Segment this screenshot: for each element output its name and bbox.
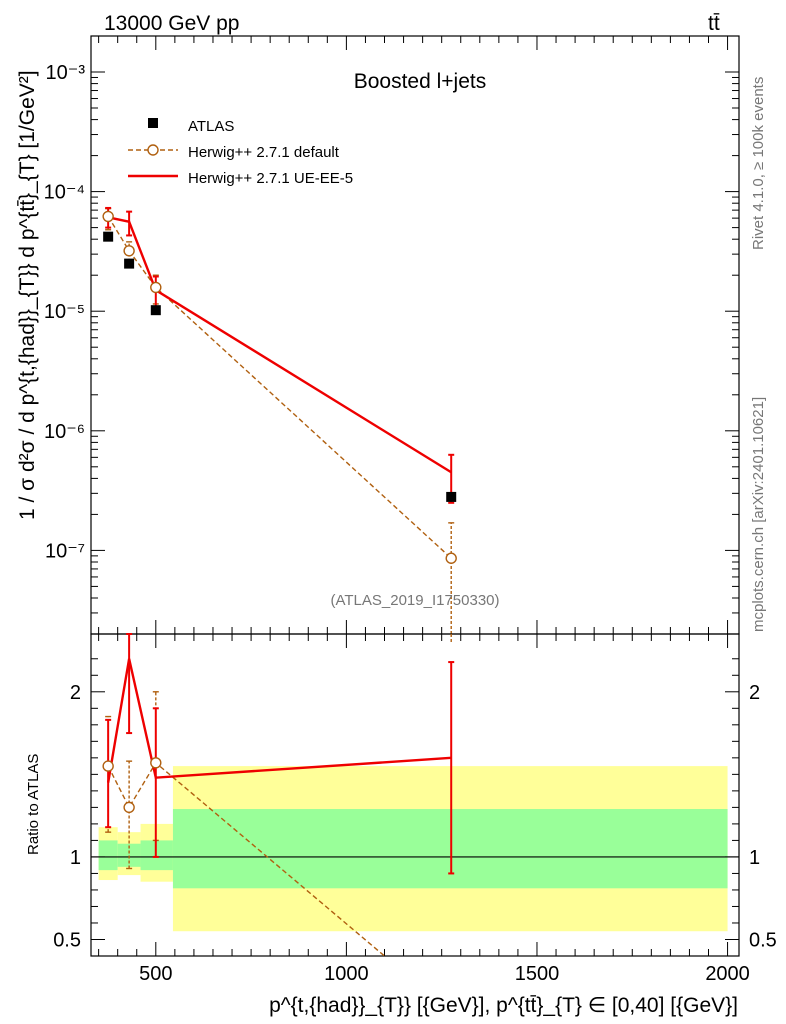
ratio-y-tick-label-right: 2	[749, 682, 760, 704]
ratio-herwig-default-point	[123, 801, 135, 814]
herwig-default-point	[102, 210, 114, 223]
legend-atlas-marker	[148, 118, 158, 128]
energy-label: 13000 GeV pp	[104, 12, 239, 35]
atlas-data-point	[150, 305, 161, 316]
x-tick-label: 500	[139, 963, 172, 985]
herwig-ueee5-line	[107, 216, 452, 474]
main-y-tick-label: 10⁻⁶	[44, 421, 85, 443]
legend-label: Herwig++ 2.7.1 default	[188, 144, 340, 161]
herwig-default-line	[107, 216, 452, 559]
main-panel: 10⁻⁷ 10⁻⁶ 10⁻⁵ 10⁻⁴ 10⁻³ Boosted l+jets (ATL…	[16, 35, 740, 635]
ratio-herwig-default-line	[107, 761, 385, 957]
main-y-tick-label: 10⁻⁵	[44, 301, 85, 323]
legend: ATLAS Herwig++ 2.7.1 default Herwig++ 2.7.…	[128, 118, 353, 187]
ratio-panel: 0.5 0.5 1 1 2 2 500 1000 1500 2000 Ratio to ATLAS…	[25, 633, 777, 1017]
atlas-data-point	[103, 231, 114, 242]
ratio-herwig-ueee5-line	[106, 658, 452, 783]
atlas-data-point	[124, 258, 135, 269]
ratio-y-tick-label-right: 1	[749, 847, 760, 869]
x-tick-label: 1000	[324, 963, 369, 985]
x-tick-label: 1500	[515, 963, 560, 985]
ratio-y-tick-label: 2	[70, 682, 81, 704]
atlas-data-point	[446, 491, 457, 502]
x-axis-label: p^{t,{had}}_{T}} [{GeV}], p^{tt̄}_{T} ∈ …	[269, 994, 738, 1017]
x-tick-label: 2000	[705, 963, 750, 985]
herwig-default-point	[123, 245, 135, 257]
legend-label: Herwig++ 2.7.1 UE-EE-5	[188, 170, 353, 187]
main-y-tick-label: 10⁻³	[46, 62, 86, 84]
analysis-id-label: (ATLAS_2019_I1750330)	[330, 592, 499, 609]
ratio-herwig-default-point	[102, 760, 114, 772]
ratio-y-tick-label: 0.5	[53, 929, 81, 951]
ratio-herwig-default-point	[150, 757, 162, 769]
uncertainty-band-inner	[117, 843, 141, 867]
mcplots-label: mcplots.cern.ch [arXiv:2401.10621]	[750, 397, 767, 632]
ratio-y-tick-label: 1	[70, 847, 81, 869]
main-y-tick-label: 10⁻⁴	[44, 182, 85, 204]
process-label: tt̄	[708, 12, 720, 35]
herwig-default-point	[445, 552, 457, 564]
ratio-y-axis-label: Ratio to ATLAS	[25, 754, 42, 855]
ratio-y-tick-label-right: 0.5	[749, 929, 777, 951]
rivet-label: Rivet 4.1.0, ≥ 100k events	[750, 77, 767, 250]
legend-herwig-default-marker	[147, 144, 159, 156]
herwig-default-point	[150, 281, 162, 294]
uncertainty-band-inner	[98, 840, 118, 871]
main-y-tick-label: 10⁻⁷	[45, 540, 85, 562]
main-y-axis-label: 1 / σ d²σ / d p^{t,{had}}_{T}} d p^{tt̄}…	[16, 70, 39, 520]
main-title: Boosted l+jets	[354, 70, 487, 93]
legend-label: ATLAS	[188, 118, 234, 135]
ratio-frame	[90, 633, 740, 957]
